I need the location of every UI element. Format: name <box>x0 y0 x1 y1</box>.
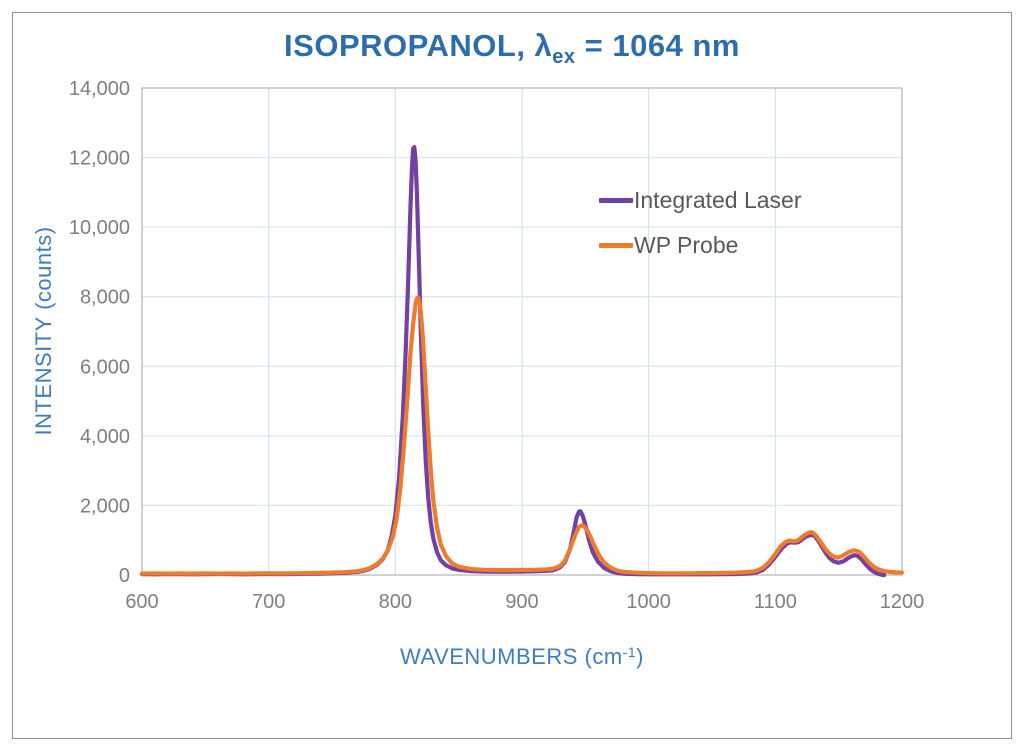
x-axis-title-rest: ) <box>636 644 644 669</box>
y-tick-label: 8,000 <box>80 287 130 309</box>
plot-border <box>141 87 903 576</box>
legend-item-integrated-laser: Integrated Laser <box>599 178 802 223</box>
series-line-wp-probe <box>139 295 905 576</box>
legend-item-wp-probe: WP Probe <box>599 223 802 268</box>
legend-swatch-wp-probe <box>599 243 633 248</box>
x-axis-title: WAVENUMBERS (cm-1) <box>400 644 644 670</box>
x-axis-title-main: WAVENUMBERS (cm <box>400 644 623 669</box>
chart-title: ISOPROPANOL, λex = 1064 nm <box>0 28 1024 69</box>
chart-title-rest: = 1064 nm <box>575 28 740 63</box>
y-tick-label: 2,000 <box>80 495 130 517</box>
x-tick-label: 1200 <box>880 591 925 613</box>
y-tick-label: 12,000 <box>69 148 130 170</box>
y-axis-title: INTENSITY (counts) <box>31 226 56 436</box>
y-tick-label: 14,000 <box>69 78 130 100</box>
x-tick-label: 900 <box>505 591 538 613</box>
x-tick-label: 600 <box>125 591 158 613</box>
x-tick-label: 1100 <box>754 591 797 613</box>
chart-title-main: ISOPROPANOL, λ <box>284 28 553 63</box>
y-tick-label: 6,000 <box>80 356 130 378</box>
x-tick-label: 700 <box>252 591 285 613</box>
y-tick-label: 10,000 <box>69 217 130 239</box>
legend-swatch-integrated-laser <box>599 198 633 203</box>
legend-label-wp-probe: WP Probe <box>634 232 739 258</box>
chart-title-subscript: ex <box>552 46 576 68</box>
x-axis-title-superscript: -1 <box>622 644 637 660</box>
x-tick-label: 1000 <box>626 591 671 613</box>
legend-label-integrated-laser: Integrated Laser <box>634 187 802 213</box>
x-tick-label: 800 <box>379 591 412 613</box>
y-tick-label: 4,000 <box>80 426 130 448</box>
y-tick-label: 0 <box>119 565 130 587</box>
legend: Integrated Laser WP Probe <box>599 178 802 268</box>
